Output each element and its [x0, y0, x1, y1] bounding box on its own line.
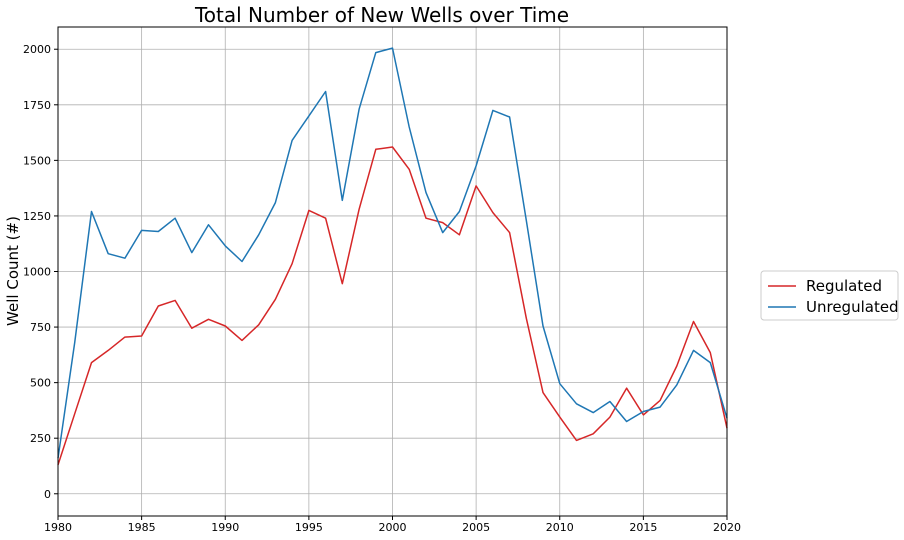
x-tick-label: 2015 [629, 521, 657, 534]
y-axis-label: Well Count (#) [4, 216, 22, 326]
series-lines [57, 47, 728, 466]
x-tick-label: 2000 [379, 521, 407, 534]
grid-lines [57, 27, 728, 516]
legend-label-unregulated: Unregulated [806, 298, 899, 316]
x-tick-label: 2010 [546, 521, 574, 534]
chart-title: Total Number of New Wells over Time [194, 3, 569, 27]
x-tick-label: 1990 [211, 521, 239, 534]
legend-label-regulated: Regulated [806, 277, 882, 295]
y-tick-label: 1500 [23, 154, 51, 167]
x-tick-label: 1980 [44, 521, 72, 534]
x-tick-label: 2005 [462, 521, 490, 534]
x-tick-label: 2020 [713, 521, 741, 534]
y-tick-label: 1750 [23, 99, 51, 112]
x-axis-ticks: 1980 1985 1990 1995 2000 2005 2010 2015 2020 [44, 516, 741, 534]
y-tick-label: 0 [44, 488, 51, 501]
y-tick-label: 1000 [23, 266, 51, 279]
series-line-unregulated [57, 47, 728, 459]
y-tick-label: 250 [30, 432, 51, 445]
y-tick-label: 2000 [23, 43, 51, 56]
x-tick-label: 1985 [128, 521, 156, 534]
y-axis-ticks: 0 250 500 750 1000 1250 1500 1750 2000 [23, 43, 58, 501]
y-tick-label: 500 [30, 377, 51, 390]
x-tick-label: 1995 [295, 521, 323, 534]
y-tick-label: 750 [30, 321, 51, 334]
y-tick-label: 1250 [23, 210, 51, 223]
legend: Regulated Unregulated [760, 270, 899, 321]
